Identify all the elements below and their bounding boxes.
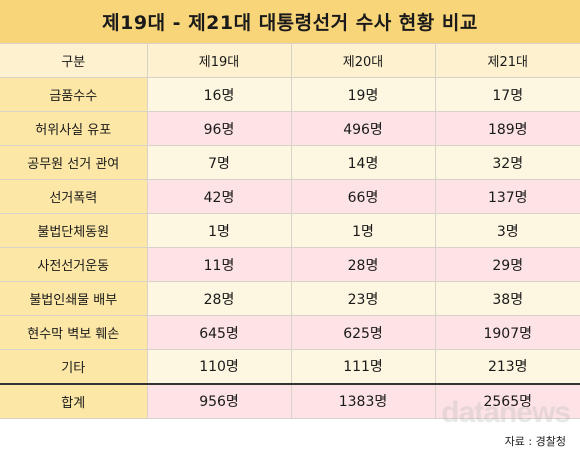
value-cell: 496명: [290, 111, 435, 146]
header-row: 구분 제19대 제20대 제21대: [0, 43, 580, 78]
row-label: 불법인쇄물 배부: [0, 281, 147, 316]
table-row: 현수막 벽보 훼손 645명 625명 1907명: [0, 315, 580, 350]
value-cell: 29명: [434, 247, 580, 282]
row-label: 사전선거운동: [0, 247, 147, 282]
table-row: 사전선거운동 11명 28명 29명: [0, 247, 580, 282]
value-cell: 1명: [146, 213, 291, 248]
table-row: 허위사실 유포 96명 496명 189명: [0, 111, 580, 146]
value-cell: 1명: [290, 213, 435, 248]
source-note: 자료 : 경찰청: [505, 433, 566, 449]
header-column-20: 제20대: [290, 43, 435, 78]
value-cell: 38명: [434, 281, 580, 316]
table-row: 선거폭력 42명 66명 137명: [0, 179, 580, 214]
value-cell: 1907명: [434, 315, 580, 350]
row-label: 불법단체동원: [0, 213, 147, 248]
value-cell: 32명: [434, 145, 580, 180]
table-row: 기타 110명 111명 213명: [0, 349, 580, 384]
value-cell: 111명: [290, 349, 435, 384]
value-cell: 3명: [434, 213, 580, 248]
title-text: 제19대 - 제21대 대통령선거 수사 현황 비교: [102, 12, 478, 34]
value-cell: 1383명: [290, 382, 435, 419]
row-label: 허위사실 유포: [0, 111, 147, 146]
table-header: 구분 제19대 제20대 제21대: [0, 43, 580, 78]
row-label: 합계: [0, 382, 147, 419]
value-cell: 110명: [146, 349, 291, 384]
row-label: 금품수수: [0, 77, 147, 112]
row-label: 선거폭력: [0, 179, 147, 214]
value-cell: 645명: [146, 315, 291, 350]
value-cell: 17명: [434, 77, 580, 112]
table-row: 공무원 선거 관여 7명 14명 32명: [0, 145, 580, 180]
row-label: 공무원 선거 관여: [0, 145, 147, 180]
page-title: 제19대 - 제21대 대통령선거 수사 현황 비교: [0, 0, 580, 43]
value-cell: 137명: [434, 179, 580, 214]
value-cell: 7명: [146, 145, 291, 180]
value-cell: 213명: [434, 349, 580, 384]
value-cell: 956명: [146, 382, 291, 419]
value-cell: 23명: [290, 281, 435, 316]
header-label-cell: 구분: [0, 43, 147, 78]
value-cell: 19명: [290, 77, 435, 112]
table-body: 금품수수 16명 19명 17명 허위사실 유포 96명 496명 189명 공무원 선거 관여…: [0, 77, 580, 419]
table-row: 금품수수 16명 19명 17명: [0, 77, 580, 112]
value-cell: 28명: [290, 247, 435, 282]
row-label: 기타: [0, 349, 147, 384]
table-row: 불법인쇄물 배부 28명 23명 38명: [0, 281, 580, 316]
value-cell: 96명: [146, 111, 291, 146]
comparison-table: 구분 제19대 제20대 제21대 금품수수 16명 19명 17명 허위사실 유포 96…: [0, 43, 580, 419]
row-label: 현수막 벽보 훼손: [0, 315, 147, 350]
table-row: 불법단체동원 1명 1명 3명: [0, 213, 580, 248]
source-text: 자료 : 경찰청: [504, 435, 566, 448]
header-column-21: 제21대: [434, 43, 580, 78]
value-cell: 11명: [146, 247, 291, 282]
value-cell: 189명: [434, 111, 580, 146]
value-cell: 625명: [290, 315, 435, 350]
value-cell: 42명: [146, 179, 291, 214]
value-cell: 14명: [290, 145, 435, 180]
value-cell: 2565명: [434, 382, 580, 419]
total-row: 합계 956명 1383명 2565명: [0, 382, 580, 419]
value-cell: 16명: [146, 77, 291, 112]
value-cell: 66명: [290, 179, 435, 214]
value-cell: 28명: [146, 281, 291, 316]
header-column-19: 제19대: [146, 43, 291, 78]
